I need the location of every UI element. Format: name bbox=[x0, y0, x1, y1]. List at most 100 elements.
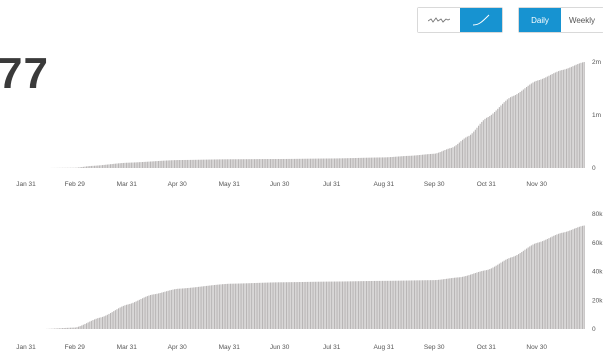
daily-bar bbox=[575, 227, 577, 329]
daily-bar bbox=[343, 281, 345, 329]
daily-bar bbox=[108, 313, 110, 329]
daily-bar bbox=[242, 283, 244, 329]
daily-bar bbox=[230, 283, 232, 329]
daily-bar bbox=[567, 68, 569, 168]
daily-bar bbox=[406, 155, 408, 168]
daily-bar bbox=[372, 280, 374, 329]
chart-top: Jan 31 Feb 29 Mar 31 Apr 30 May 31 Jun 30 Jul … bbox=[16, 59, 601, 188]
daily-bar bbox=[326, 158, 328, 168]
daily-bar bbox=[558, 233, 560, 329]
daily-bar bbox=[263, 282, 265, 329]
daily-bar bbox=[65, 327, 67, 329]
daily-bar bbox=[140, 299, 142, 329]
daily-bar bbox=[518, 93, 520, 168]
daily-button[interactable]: Daily bbox=[519, 8, 561, 32]
weekly-button[interactable]: Weekly bbox=[561, 8, 603, 32]
daily-bar bbox=[158, 293, 160, 329]
daily-bar bbox=[238, 159, 240, 168]
daily-bar bbox=[150, 294, 152, 329]
daily-bar bbox=[279, 158, 281, 168]
daily-bar bbox=[375, 280, 377, 329]
daily-bar bbox=[361, 281, 363, 329]
y-tick-label: 2m bbox=[592, 59, 601, 66]
daily-bar bbox=[556, 71, 558, 168]
daily-bar bbox=[494, 112, 496, 168]
daily-bar bbox=[178, 288, 180, 329]
daily-bar bbox=[105, 164, 107, 168]
daily-bar bbox=[466, 136, 468, 168]
daily-bar bbox=[484, 270, 486, 329]
daily-bar bbox=[330, 158, 332, 168]
daily-bar bbox=[562, 69, 564, 168]
daily-bar bbox=[468, 135, 470, 168]
daily-bar bbox=[217, 284, 219, 329]
daily-bar bbox=[578, 63, 580, 168]
daily-bar bbox=[458, 277, 460, 329]
daily-bar bbox=[105, 315, 107, 329]
daily-bar bbox=[332, 281, 334, 329]
daily-bar bbox=[447, 278, 449, 329]
daily-bar bbox=[441, 151, 443, 168]
daily-bar bbox=[388, 280, 390, 329]
daily-bar bbox=[420, 154, 422, 168]
daily-bar bbox=[311, 281, 313, 329]
daily-bar bbox=[324, 281, 326, 329]
daily-bar bbox=[132, 162, 134, 168]
daily-bar bbox=[418, 155, 420, 168]
daily-bar bbox=[511, 96, 513, 168]
daily-bar bbox=[398, 280, 400, 329]
daily-bar bbox=[404, 280, 406, 329]
daily-bar bbox=[545, 77, 547, 168]
daily-bar bbox=[178, 160, 180, 168]
daily-bar bbox=[513, 95, 515, 168]
daily-bar bbox=[338, 281, 340, 329]
daily-bar bbox=[156, 293, 158, 329]
daily-bar bbox=[257, 282, 259, 329]
daily-bar bbox=[442, 150, 444, 168]
daily-bar bbox=[210, 159, 212, 168]
daily-bar bbox=[116, 163, 118, 168]
daily-bar bbox=[308, 158, 310, 168]
daily-bar bbox=[474, 129, 476, 168]
daily-bar bbox=[503, 260, 505, 329]
sparkline-style-button[interactable] bbox=[418, 8, 460, 32]
daily-bar bbox=[100, 317, 102, 329]
daily-bar bbox=[302, 158, 304, 168]
daily-bar bbox=[383, 157, 385, 168]
daily-bar bbox=[254, 283, 256, 329]
daily-bar bbox=[159, 160, 161, 168]
daily-bar bbox=[292, 158, 294, 168]
daily-bar bbox=[98, 317, 100, 329]
daily-bar bbox=[450, 147, 452, 168]
daily-bar bbox=[262, 159, 264, 168]
daily-bar bbox=[449, 148, 451, 168]
daily-bar bbox=[300, 282, 302, 329]
daily-bar bbox=[252, 283, 254, 329]
daily-bar bbox=[318, 281, 320, 329]
daily-bar bbox=[372, 157, 374, 168]
daily-bar bbox=[303, 281, 305, 329]
daily-bar bbox=[66, 327, 68, 329]
daily-bar bbox=[518, 254, 520, 329]
daily-bar bbox=[305, 158, 307, 168]
daily-bar bbox=[521, 90, 523, 168]
daily-bar bbox=[444, 279, 446, 329]
daily-bar bbox=[519, 253, 521, 329]
y-tick-label: 20k bbox=[592, 297, 603, 304]
daily-bar bbox=[554, 72, 556, 168]
daily-bar bbox=[534, 81, 536, 168]
daily-bar bbox=[262, 282, 264, 329]
daily-bar bbox=[102, 165, 104, 168]
daily-bar bbox=[126, 162, 128, 168]
daily-bar bbox=[260, 159, 262, 168]
daily-bar bbox=[433, 280, 435, 329]
area-curve-style-button[interactable] bbox=[460, 8, 502, 32]
daily-bar bbox=[222, 284, 224, 329]
daily-bar bbox=[247, 159, 249, 168]
daily-bar bbox=[268, 282, 270, 329]
daily-bar bbox=[191, 287, 193, 329]
daily-bar bbox=[306, 158, 308, 168]
daily-bar bbox=[78, 167, 80, 168]
daily-bar bbox=[132, 302, 134, 329]
daily-bar bbox=[226, 159, 228, 168]
